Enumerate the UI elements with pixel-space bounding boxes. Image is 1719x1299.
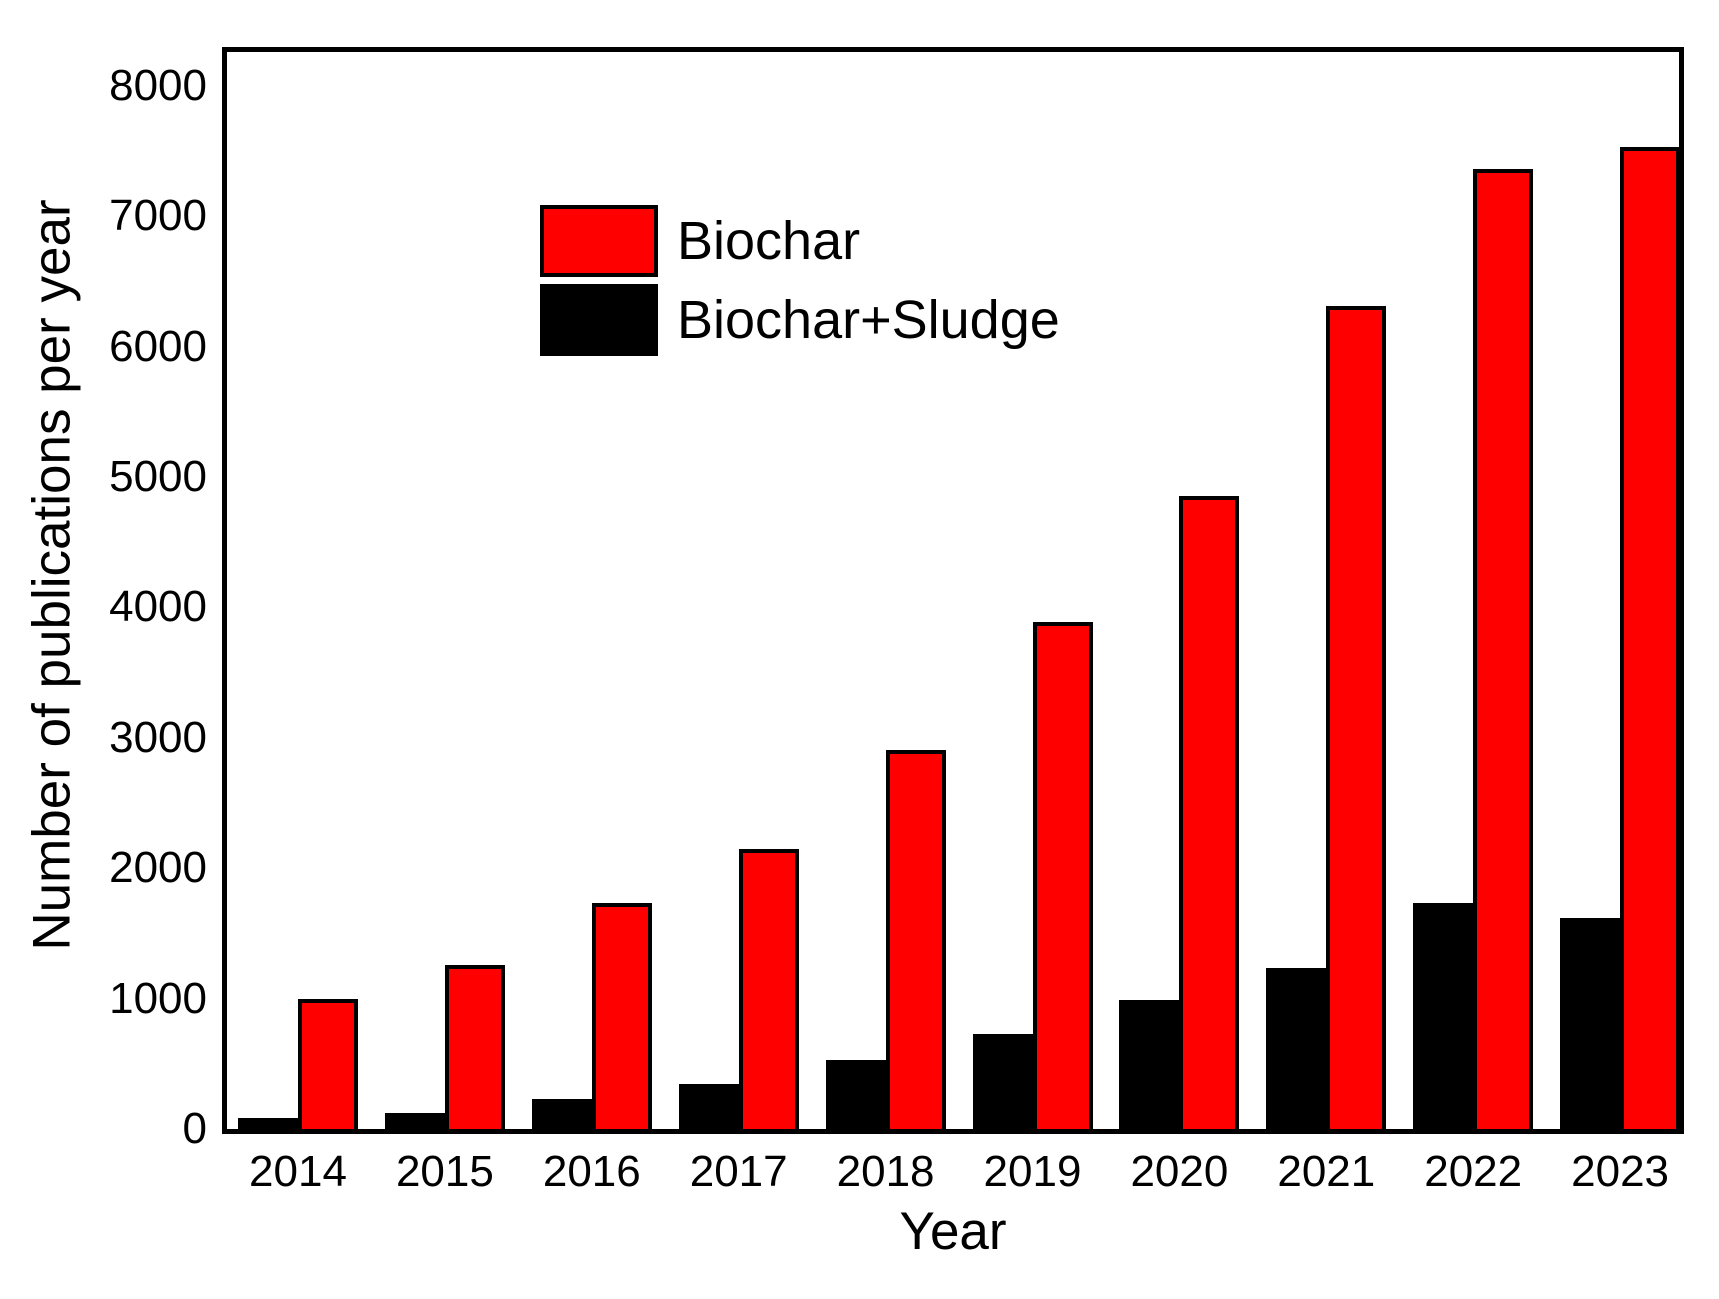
bar-biochar-2022	[1473, 169, 1534, 1129]
legend-swatch-biochar-icon	[540, 205, 658, 277]
bar-biochar-sludge-2020	[1119, 1000, 1180, 1129]
legend-label-biochar: Biochar	[677, 211, 861, 271]
x-tick-label-2022: 2022	[1424, 1147, 1523, 1196]
bar-group-2023	[1560, 147, 1681, 1129]
bar-biochar-2020	[1179, 496, 1240, 1129]
x-tick-label-2016: 2016	[542, 1147, 641, 1196]
y-tick-label-5000: 5000	[109, 452, 207, 502]
bar-biochar-sludge-2018	[825, 1060, 886, 1129]
bar-biochar-2014	[298, 999, 358, 1129]
x-tick-label-2020: 2020	[1130, 1147, 1229, 1196]
bar-group-2020	[1119, 496, 1240, 1129]
y-tick-label-6000: 6000	[109, 321, 207, 371]
x-tick-label-2015: 2015	[395, 1147, 494, 1196]
bar-group-2017	[678, 849, 799, 1129]
bar-group-2015	[384, 965, 505, 1129]
x-tick-label-2018: 2018	[836, 1147, 935, 1196]
y-tick-label-4000: 4000	[109, 582, 207, 632]
bar-group-2016	[531, 903, 652, 1129]
bar-biochar-sludge-2015	[384, 1113, 445, 1129]
bar-group-2022	[1413, 169, 1534, 1129]
bar-biochar-sludge-2019	[972, 1034, 1033, 1129]
y-tick-label-3000: 3000	[109, 712, 207, 762]
bar-biochar-sludge-2021	[1266, 968, 1327, 1129]
bar-biochar-2018	[885, 750, 946, 1129]
y-tick-label-0: 0	[182, 1104, 207, 1153]
x-tick-label-2021: 2021	[1277, 1147, 1376, 1196]
legend-label-biochar-sludge: Biochar+Sludge	[677, 290, 1060, 350]
bar-biochar-sludge-2017	[678, 1084, 739, 1129]
bar-biochar-sludge-2022	[1413, 903, 1474, 1129]
bar-biochar-2016	[591, 903, 652, 1129]
y-axis-title: Number of publications per year	[22, 199, 82, 951]
bars-container	[227, 52, 1681, 1129]
y-tick-label-1000: 1000	[109, 973, 207, 1023]
y-tick-label-2000: 2000	[109, 843, 207, 893]
legend-item-biochar: Biochar	[540, 205, 1060, 277]
x-tick-label-2019: 2019	[983, 1147, 1082, 1196]
bar-biochar-2017	[738, 849, 799, 1129]
bar-group-2019	[972, 622, 1093, 1129]
legend-swatch-biochar-sludge-icon	[540, 284, 658, 356]
x-tick-label-2014: 2014	[249, 1147, 347, 1196]
bar-biochar-2015	[444, 965, 505, 1129]
bar-biochar-sludge-2023	[1560, 918, 1621, 1129]
x-tick-label-2023: 2023	[1571, 1147, 1670, 1196]
x-tick-label-2017: 2017	[689, 1147, 788, 1196]
bar-biochar-sludge-2014	[238, 1118, 298, 1129]
y-tick-label-8000: 8000	[109, 60, 207, 110]
x-axis-title: Year	[899, 1202, 1007, 1261]
bar-biochar-2019	[1032, 622, 1093, 1129]
y-tick-label-7000: 7000	[109, 191, 207, 241]
bar-group-2014	[238, 999, 358, 1129]
legend: Biochar Biochar+Sludge	[540, 205, 1060, 363]
plot-area: Biochar Biochar+Sludge	[222, 47, 1684, 1134]
bar-biochar-2021	[1326, 306, 1387, 1129]
bar-biochar-sludge-2016	[531, 1099, 592, 1129]
legend-item-biochar-sludge: Biochar+Sludge	[540, 284, 1060, 356]
bar-group-2018	[825, 750, 946, 1129]
bar-group-2021	[1266, 306, 1387, 1129]
bar-biochar-2023	[1620, 147, 1681, 1129]
